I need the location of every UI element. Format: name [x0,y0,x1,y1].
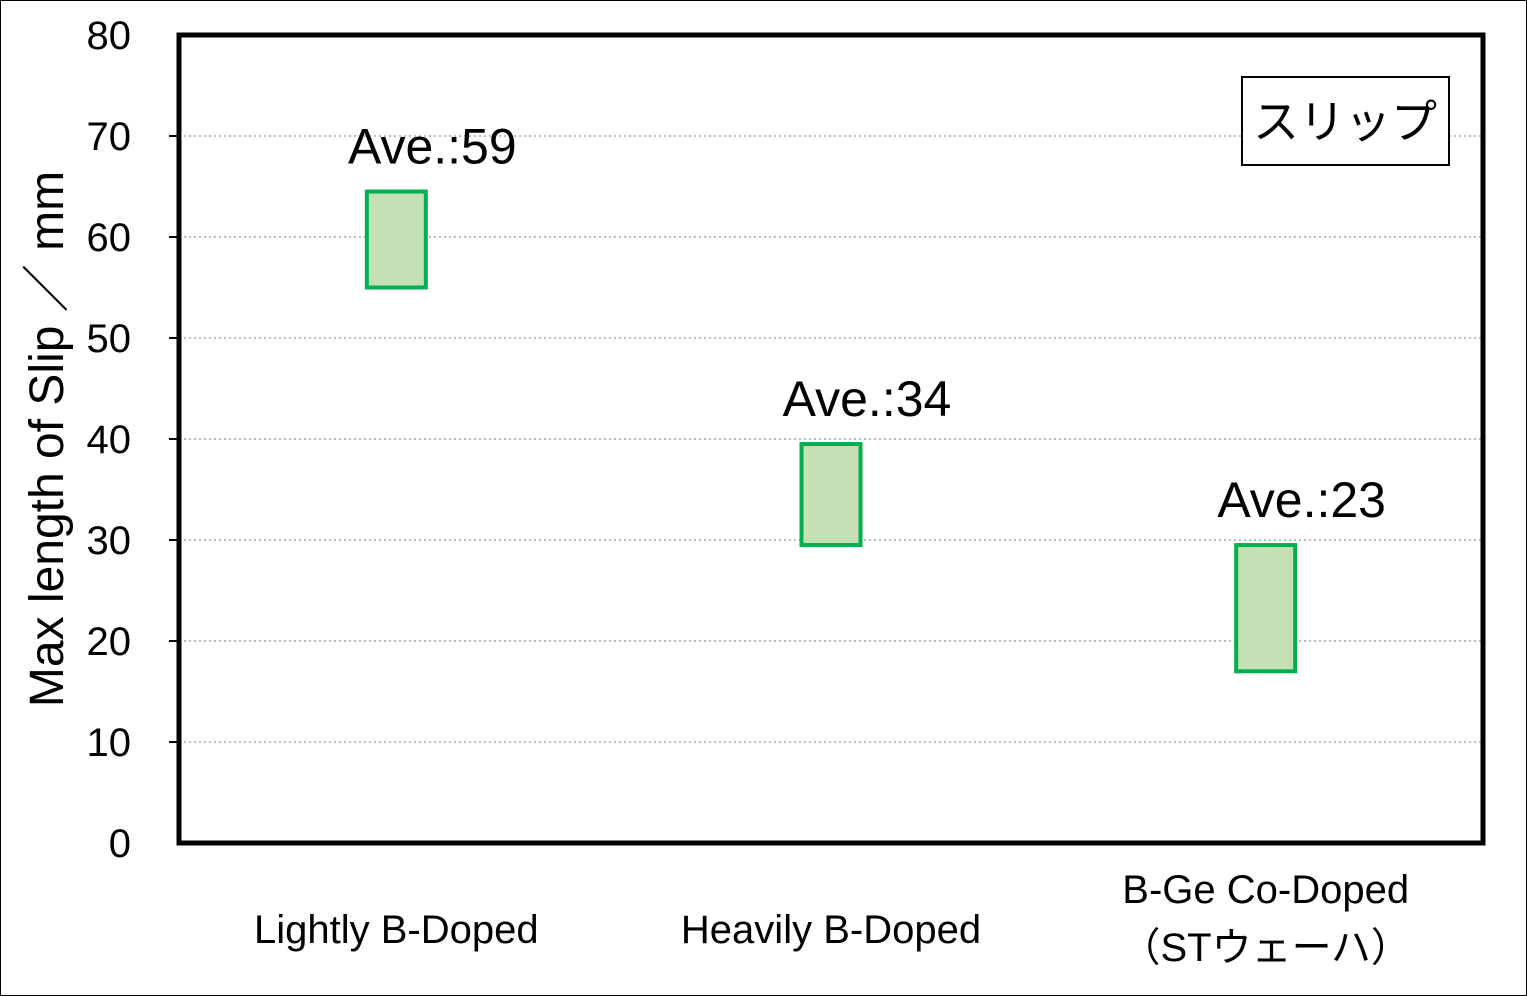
y-tick-label: 20 [87,620,132,664]
y-tick-label: 80 [87,14,132,58]
y-tick-label: 0 [109,822,131,866]
y-tick-label: 30 [87,519,132,563]
legend-label: スリップ [1253,95,1437,149]
y-tick-label: 60 [87,216,132,260]
y-axis-title: Max length of Slip ／ mm [21,171,74,707]
plot-area-frame [176,32,1486,846]
average-label: Ave.:59 [348,119,517,175]
category-label: （STウェーハ） [1121,926,1411,970]
average-annotations: Ave.:59 Ave.:34 Ave.:23 [348,119,1386,528]
y-tick-label: 40 [87,418,132,462]
range-bar [364,189,428,290]
y-tick-label: 50 [87,317,132,361]
y-tick-label: 70 [87,115,132,159]
range-bars [364,189,1298,674]
average-label: Ave.:23 [1217,472,1386,528]
range-bar [799,442,863,548]
category-labels: Lightly B-Doped Heavily B-Doped B-Ge Co-Do… [254,868,1411,970]
category-label: B-Ge Co-Doped [1122,868,1409,912]
average-label: Ave.:34 [783,371,952,427]
category-label: Lightly B-Doped [254,908,539,952]
category-label: Heavily B-Doped [681,908,981,952]
y-tick-label: 10 [87,721,132,765]
legend-box: スリップ [1241,76,1450,166]
y-tick-labels: 0 10 20 30 40 50 60 70 80 [87,14,132,866]
range-bar [1234,543,1298,674]
